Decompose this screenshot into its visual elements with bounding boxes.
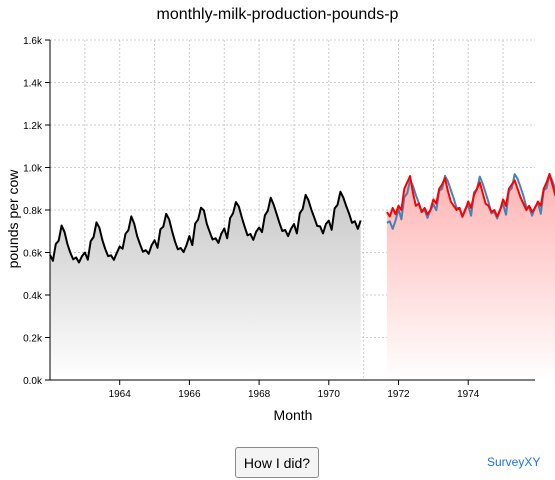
x-tick-label: 1974 (457, 389, 480, 400)
how-i-did-button[interactable]: How I did? (235, 447, 319, 478)
y-tick-label: 1.2k (23, 121, 43, 132)
x-tick-label: 1970 (318, 389, 341, 400)
x-tick-label: 1966 (178, 389, 201, 400)
y-tick-label: 1.0k (23, 164, 43, 175)
y-tick-label: 0.6k (23, 249, 43, 260)
y-tick-label: 0.0k (23, 376, 43, 387)
x-tick-label: 1968 (248, 389, 271, 400)
y-axis-label: pounds per cow (5, 169, 21, 269)
areas (50, 174, 555, 380)
y-tick-label: 0.4k (23, 291, 43, 302)
y-tick-label: 1.6k (23, 36, 43, 47)
y-tick-label: 0.2k (23, 334, 43, 345)
x-tick-label: 1972 (387, 389, 410, 400)
x-axis-label: Month (274, 407, 313, 423)
x-tick-label: 1964 (109, 389, 132, 400)
surveyxy-link[interactable]: SurveyXY (487, 455, 540, 469)
y-tick-label: 1.4k (23, 79, 43, 90)
y-tick-label: 0.8k (23, 206, 43, 217)
